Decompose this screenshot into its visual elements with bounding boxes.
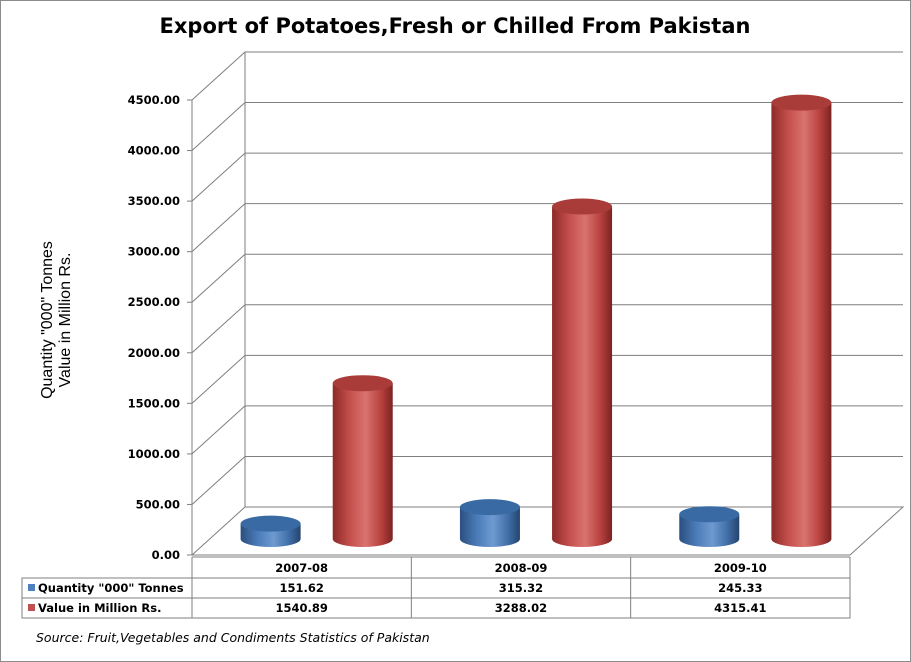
legend-label-quantity: Quantity "000" Tonnes xyxy=(38,581,184,595)
y-tick-label: 1500.00 xyxy=(128,396,180,410)
x-tick-label-2008-09: 2008-09 xyxy=(495,561,548,575)
y-tick-label: 4000.00 xyxy=(128,144,180,158)
y-tick-label: 3000.00 xyxy=(128,245,180,259)
y-tick-label: 0.00 xyxy=(152,548,180,562)
bar-value-2008-09 xyxy=(552,206,613,547)
legend-swatch-quantity xyxy=(28,584,35,591)
y-axis-ticks: 0.00 500.00 1000.00 1500.00 2000.00 2500.00 30… xyxy=(128,93,192,562)
legend-label-value: Value in Million Rs. xyxy=(38,601,161,615)
bar-top-value-2009-10 xyxy=(771,94,832,111)
x-tick-label-2007-08: 2007-08 xyxy=(275,561,328,575)
gridline xyxy=(191,51,903,101)
gridline xyxy=(191,152,903,202)
bar-top-quantity-2007-08 xyxy=(240,515,301,532)
gridline xyxy=(191,354,903,404)
y-tick-label: 2000.00 xyxy=(128,346,180,360)
data-label-value-2009-10: 4315.41 xyxy=(714,601,766,615)
y-tick-label: 3500.00 xyxy=(128,194,180,208)
data-label-quantity-2007-08: 151.62 xyxy=(279,581,323,595)
source-note: Source: Fruit,Vegetables and Condiments … xyxy=(36,630,430,645)
gridline xyxy=(191,253,903,303)
y-tick-label: 4500.00 xyxy=(128,93,180,107)
bar-value-2009-10 xyxy=(771,102,832,548)
y-tick-label: 500.00 xyxy=(136,497,180,511)
y-tick-label: 2500.00 xyxy=(128,295,180,309)
bar-top-quantity-2008-09 xyxy=(459,499,520,516)
legend-swatch-value xyxy=(28,604,35,611)
bar-quantity-2009-10 xyxy=(679,514,740,547)
x-tick-label-2009-10: 2009-10 xyxy=(714,561,767,575)
y-tick-label: 1000.00 xyxy=(128,447,180,461)
bars xyxy=(240,94,832,548)
data-label-quantity-2009-10: 245.33 xyxy=(718,581,762,595)
data-label-value-2008-09: 3288.02 xyxy=(495,601,547,615)
bar-value-2007-08 xyxy=(332,383,393,547)
gridline xyxy=(191,455,903,505)
gridlines xyxy=(191,51,903,505)
y-axis-label-line-1: Quantity "000" Tonnes xyxy=(39,241,56,399)
gridline xyxy=(191,405,903,455)
bar-top-value-2008-09 xyxy=(552,198,613,215)
chart-title: Export of Potatoes,Fresh or Chilled From… xyxy=(160,14,751,38)
gridline xyxy=(191,203,903,253)
bar-top-value-2007-08 xyxy=(332,375,393,392)
y-axis-label-line-2: Value in Million Rs. xyxy=(57,253,74,388)
bar-quantity-2008-09 xyxy=(459,507,520,547)
bar-top-quantity-2009-10 xyxy=(679,506,740,523)
data-table: 2007-08 2008-09 2009-10 Quantity "000" Tonn… xyxy=(21,556,851,619)
data-label-value-2007-08: 1540.89 xyxy=(275,601,327,615)
gridline xyxy=(191,102,903,151)
y-axis-label: Quantity "000" Tonnes Value in Million R… xyxy=(39,241,74,399)
data-label-quantity-2008-09: 315.32 xyxy=(499,581,543,595)
gridline xyxy=(191,304,903,354)
